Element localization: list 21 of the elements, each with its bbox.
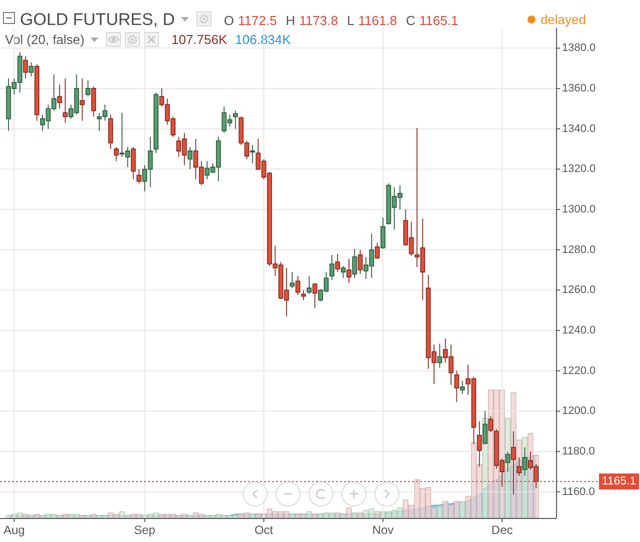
y-tick-label: 1280.0 [562,244,596,256]
y-tick-label: 1340.0 [562,122,596,135]
y-tick-label: 1200.0 [562,405,596,418]
x-tick-label: Sep [134,523,156,537]
x-tick-label: Aug [4,523,25,537]
y-tick-label: 1300.0 [562,203,596,216]
chart-subtitle: O 1172.5 H 1173.8 L 1161.8 C 1165.1 [224,13,458,28]
y-tick-label: 1380.0 [562,42,596,54]
x-tick-label: Oct [254,523,274,537]
y-tick-label: 1240.0 [562,324,596,336]
ref-line-label: 1165.1 [602,476,636,488]
y-tick-label: 1260.0 [562,284,596,296]
y-tick-label: 1180.0 [562,445,595,458]
text: delayed [540,12,586,27]
y-tick-label: 1360.0 [562,82,596,94]
chart-title: GOLD FUTURES, D [20,10,175,29]
y-tick-label: 1220.0 [562,364,596,377]
x-tick-label: Dec [491,523,513,537]
x-tick-label: Nov [372,523,394,537]
y-tick-label: 1160.0 [562,486,595,498]
y-tick-label: 1320.0 [562,163,596,176]
